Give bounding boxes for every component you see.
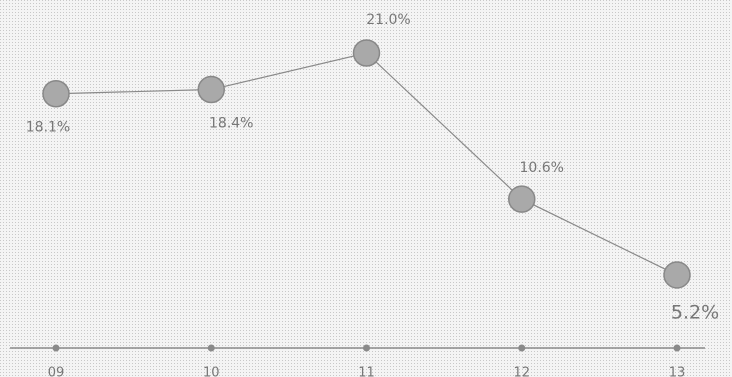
x-tick-label: 12 [513,366,530,377]
x-tick-label: 11 [358,366,375,377]
data-label: 10.6% [520,160,564,176]
x-tick-label: 13 [669,366,686,377]
point [663,261,691,289]
point [197,75,225,104]
point [42,79,70,108]
data-label: 5.2% [671,301,719,323]
data-label: 18.1% [26,120,70,136]
x-tick-dot [518,344,526,352]
x-tick-dot [52,344,60,352]
data-label: 21.0% [366,12,410,28]
point [508,185,536,213]
x-tick-dot [673,344,681,352]
point [352,39,381,67]
x-tick-label: 09 [48,366,65,377]
data-label: 18.4% [209,116,253,132]
x-tick-dot [363,344,370,352]
x-tick-dot [207,344,215,352]
x-tick-label: 10 [203,366,220,377]
